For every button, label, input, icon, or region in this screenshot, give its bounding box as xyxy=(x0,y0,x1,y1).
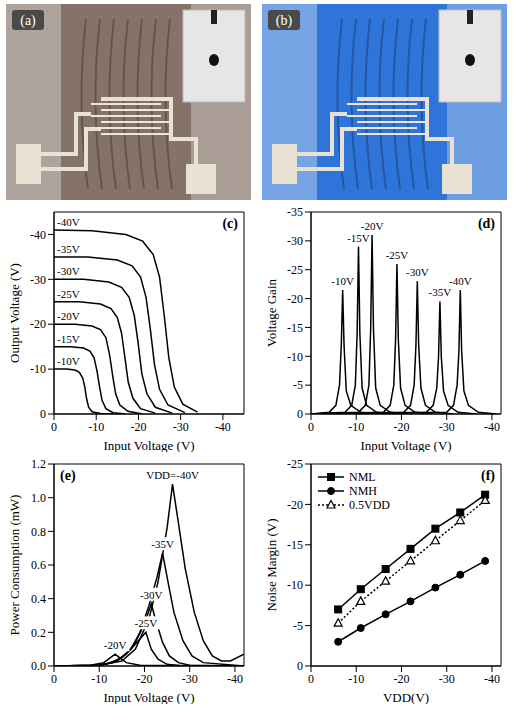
svg-text:0: 0 xyxy=(308,420,314,434)
svg-text:Noise Margin (V): Noise Margin (V) xyxy=(264,519,279,612)
svg-text:0.0: 0.0 xyxy=(31,659,46,673)
svg-text:-20V: -20V xyxy=(361,220,384,232)
svg-text:-15: -15 xyxy=(287,321,303,335)
svg-text:-40: -40 xyxy=(30,228,46,242)
svg-text:-25V: -25V xyxy=(57,288,80,300)
svg-text:0: 0 xyxy=(40,407,46,421)
svg-text:-20V: -20V xyxy=(104,639,127,651)
svg-text:-20V: -20V xyxy=(57,310,80,322)
svg-text:(a): (a) xyxy=(20,13,36,29)
svg-text:1.2: 1.2 xyxy=(31,457,46,471)
svg-text:-40V: -40V xyxy=(449,275,472,287)
svg-text:0.8: 0.8 xyxy=(31,525,46,539)
svg-text:-35: -35 xyxy=(287,205,303,219)
svg-text:-20: -20 xyxy=(136,672,152,686)
svg-text:-30: -30 xyxy=(287,234,303,248)
svg-text:-10V: -10V xyxy=(331,275,354,287)
svg-text:-40: -40 xyxy=(227,672,243,686)
svg-text:0: 0 xyxy=(308,672,314,686)
svg-text:-20: -20 xyxy=(30,317,46,331)
svg-text:-15V: -15V xyxy=(347,232,370,244)
svg-text:Output Voltage (V): Output Voltage (V) xyxy=(7,263,22,363)
svg-text:0: 0 xyxy=(51,420,57,434)
svg-text:Power Consumption (mW): Power Consumption (mW) xyxy=(7,495,22,636)
html-text:(d): (d) xyxy=(477,216,495,231)
svg-text:-20: -20 xyxy=(287,498,303,512)
svg-text:-30V: -30V xyxy=(140,589,163,601)
svg-text:-30: -30 xyxy=(439,672,455,686)
svg-text:-40: -40 xyxy=(484,672,500,686)
svg-text:-10: -10 xyxy=(88,420,104,434)
svg-text:-30: -30 xyxy=(439,420,455,434)
svg-text:-40: -40 xyxy=(215,420,231,434)
svg-text:-20: -20 xyxy=(393,672,409,686)
svg-text:-35V: -35V xyxy=(151,538,174,550)
svg-text:0.6: 0.6 xyxy=(31,558,46,572)
html-text:(e): (e) xyxy=(60,468,76,483)
svg-text:0: 0 xyxy=(297,659,303,673)
svg-text:-10: -10 xyxy=(287,578,303,592)
svg-text:-40: -40 xyxy=(484,420,500,434)
svg-text:-10: -10 xyxy=(348,672,364,686)
html-text:(c): (c) xyxy=(222,216,238,231)
svg-text:-25V: -25V xyxy=(135,617,158,629)
svg-text:-25: -25 xyxy=(287,263,303,277)
html-text:0.5VDD: 0.5VDD xyxy=(349,498,390,512)
svg-text:-10: -10 xyxy=(30,362,46,376)
svg-text:(b): (b) xyxy=(276,13,293,29)
svg-text:-30: -30 xyxy=(30,273,46,287)
svg-text:-20: -20 xyxy=(287,292,303,306)
svg-text:1.0: 1.0 xyxy=(31,491,46,505)
svg-text:-25: -25 xyxy=(287,457,303,471)
svg-text:-10: -10 xyxy=(91,672,107,686)
svg-text:VDD=-40V: VDD=-40V xyxy=(146,469,199,481)
svg-text:-30V: -30V xyxy=(57,265,80,277)
svg-text:-10: -10 xyxy=(287,350,303,364)
svg-text:Voltage Gain: Voltage Gain xyxy=(264,279,279,347)
svg-text:-5: -5 xyxy=(293,619,303,633)
svg-text:0: 0 xyxy=(297,407,303,421)
svg-text:-20: -20 xyxy=(130,420,146,434)
svg-text:-20: -20 xyxy=(393,420,409,434)
html-text:NMH: NMH xyxy=(349,484,377,498)
svg-text:-35V: -35V xyxy=(57,243,80,255)
svg-text:-30: -30 xyxy=(173,420,189,434)
svg-text:Input Voltage (V): Input Voltage (V) xyxy=(103,690,194,704)
svg-text:-10V: -10V xyxy=(57,355,80,367)
svg-text:-5: -5 xyxy=(293,378,303,392)
svg-text:-15V: -15V xyxy=(57,333,80,345)
svg-text:-35V: -35V xyxy=(429,286,452,298)
svg-text:-25V: -25V xyxy=(386,249,409,261)
svg-text:-10: -10 xyxy=(348,420,364,434)
svg-text:0.2: 0.2 xyxy=(31,626,46,640)
svg-text:0.4: 0.4 xyxy=(31,592,46,606)
svg-text:0: 0 xyxy=(51,672,57,686)
html-text:NML: NML xyxy=(349,470,376,484)
svg-text:-40V: -40V xyxy=(57,216,80,228)
html-text:(f): (f) xyxy=(481,468,495,483)
svg-text:Input Voltage (V): Input Voltage (V) xyxy=(103,438,194,452)
svg-text:-30V: -30V xyxy=(406,266,429,278)
svg-text:-30: -30 xyxy=(182,672,198,686)
svg-text:Input Voltage (V): Input Voltage (V) xyxy=(360,438,451,452)
svg-text:-15: -15 xyxy=(287,538,303,552)
svg-text:VDD(V): VDD(V) xyxy=(383,690,429,704)
